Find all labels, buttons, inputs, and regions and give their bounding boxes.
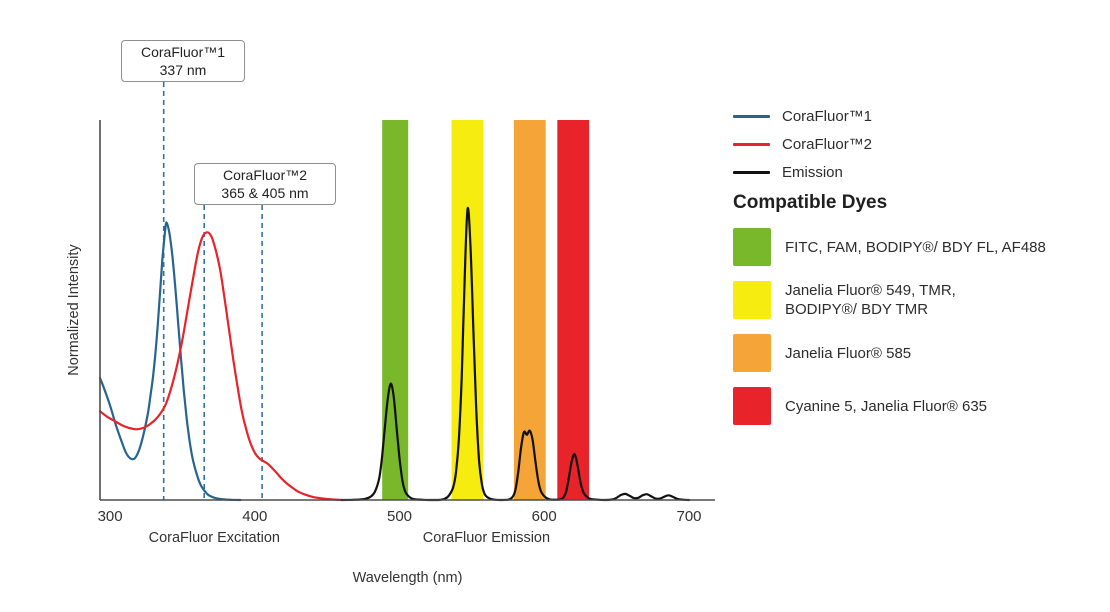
dye-band-green [382, 120, 409, 500]
x-axis-sublabel: CoraFluor Excitation [149, 530, 280, 546]
dye-swatch-orange [733, 334, 771, 372]
spectra-chart: 300 400 500 600 700 CoraFluor Excitation CoraF… [66, 82, 715, 586]
legend-item-emission: Emission [733, 164, 1105, 181]
legend-label: CoraFluor™1 [782, 108, 873, 125]
dye-label-line: BODIPY®/ BDY TMR [785, 301, 929, 318]
legend-line-swatch [733, 115, 770, 118]
dye-label: Janelia Fluor® 585 [785, 344, 911, 363]
annotation-wavelength: 337 nm [159, 62, 207, 78]
dye-band-orange [513, 120, 546, 500]
curve-emission [340, 206, 691, 502]
legend-item-corafluor1: CoraFluor™1 [733, 108, 1105, 125]
x-axis-title: Wavelength (nm) [353, 570, 463, 586]
dye-label-line: Cyanine 5, Janelia Fluor® 635 [785, 397, 988, 415]
compatible-dyes-list: FITC, FAM, BODIPY®/ BDY FL, AF488 Janeli… [733, 228, 1105, 425]
annotation-corafluor2: CoraFluor™2 365 & 405 nm [194, 163, 336, 205]
annotation-wavelength: 365 & 405 nm [221, 185, 309, 201]
curve-corafluor2-excitation [98, 231, 343, 502]
series-legend: CoraFluor™1 CoraFluor™2 Emission [733, 108, 1105, 181]
legend-line-swatch [733, 171, 770, 174]
dye-swatch-red [733, 387, 771, 425]
compatible-dyes-heading: Compatible Dyes [733, 192, 888, 213]
x-tick-label-400: 400 [242, 508, 267, 525]
dye-band-red [557, 120, 590, 500]
y-axis-title: Normalized Intensity [66, 244, 82, 376]
dye-label-line: FITC, FAM, BODIPY®/ BDY FL, AF488 [785, 238, 1046, 256]
dye-label-line: Janelia Fluor® 549, TMR, [785, 282, 956, 299]
dye-item-green: FITC, FAM, BODIPY®/ BDY FL, AF488 [733, 228, 1105, 266]
legend-panel: CoraFluor™1 CoraFluor™2 Emission Compati… [733, 108, 1105, 440]
legend-item-corafluor2: CoraFluor™2 [733, 136, 1105, 153]
x-axis-sublabel: CoraFluor Emission [423, 530, 550, 546]
x-tick-label-600: 600 [532, 508, 557, 525]
dye-swatch-green [733, 228, 771, 266]
dye-item-yellow: Janelia Fluor® 549, TMR, BODIPY®/ BDY TM… [733, 281, 1105, 319]
annotation-title: CoraFluor™2 [222, 167, 308, 183]
dye-label-line: Janelia Fluor® 585 [785, 344, 912, 362]
dye-label: Cyanine 5, Janelia Fluor® 635 [785, 397, 987, 416]
dye-item-orange: Janelia Fluor® 585 [733, 334, 1105, 372]
dye-label: Janelia Fluor® 549, TMR, BODIPY®/ BDY TM… [785, 281, 956, 319]
legend-line-swatch [733, 143, 770, 146]
dye-label: FITC, FAM, BODIPY®/ BDY FL, AF488 [785, 238, 1046, 257]
legend-label: CoraFluor™2 [782, 136, 873, 153]
annotation-title: CoraFluor™1 [140, 44, 226, 60]
curve-corafluor1-excitation [98, 221, 242, 502]
annotation-corafluor1: CoraFluor™1 337 nm [121, 40, 245, 82]
dye-swatch-yellow [733, 281, 771, 319]
legend-label: Emission [782, 164, 843, 181]
x-tick-label-500: 500 [387, 508, 412, 525]
x-tick-label-700: 700 [676, 508, 701, 525]
x-tick-label-300: 300 [98, 508, 123, 525]
dye-item-red: Cyanine 5, Janelia Fluor® 635 [733, 387, 1105, 425]
